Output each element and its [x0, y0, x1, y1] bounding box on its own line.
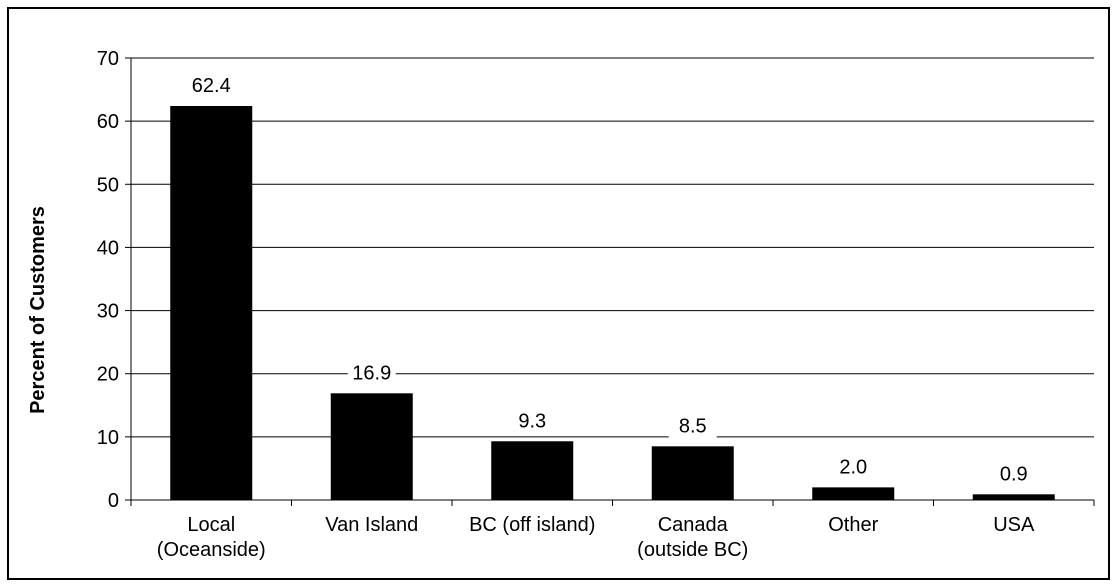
category-label: Other	[828, 514, 878, 536]
bar	[491, 441, 574, 500]
y-tick-label: 0	[108, 490, 119, 512]
y-tick-label: 30	[97, 301, 119, 323]
bars	[170, 105, 1055, 500]
data-label-background	[989, 460, 1038, 487]
data-label-background	[668, 412, 717, 439]
data-label-background	[347, 359, 396, 386]
y-tick-label: 60	[97, 111, 119, 133]
gridlines	[131, 57, 1094, 438]
bar	[170, 105, 253, 500]
data-label-background	[829, 453, 878, 480]
data-labels: 62.4 16.9 9.3 8.5 2.0 0.9	[187, 71, 1038, 487]
data-label: 62.4	[192, 75, 231, 97]
bar	[651, 446, 734, 500]
axes	[125, 57, 1095, 506]
x-category-labels: Local (Oceanside) Van Island BC (off island…	[157, 514, 1035, 561]
category-label: Van Island	[325, 514, 418, 536]
y-axis-label: Percent of Customers	[27, 206, 49, 414]
y-tick-label: 10	[97, 427, 119, 449]
data-label: 16.9	[352, 362, 391, 384]
category-label: Canada	[658, 514, 729, 536]
category-label: (outside BC)	[637, 539, 748, 561]
bar	[812, 487, 895, 500]
data-label: 0.9	[1000, 463, 1028, 485]
y-tick-label: 40	[97, 237, 119, 259]
bar	[972, 494, 1055, 500]
y-tick-label: 50	[97, 174, 119, 196]
y-tick-label: 20	[97, 364, 119, 386]
y-tick-label: 70	[97, 48, 119, 70]
category-label: USA	[993, 514, 1035, 536]
data-label-background	[508, 407, 557, 434]
data-label: 2.0	[839, 456, 867, 478]
bar	[330, 393, 413, 500]
data-label: 8.5	[679, 415, 707, 437]
data-label: 9.3	[518, 410, 546, 432]
category-label: (Oceanside)	[157, 539, 266, 561]
category-label: BC (off island)	[469, 514, 595, 536]
data-label-background	[187, 71, 236, 98]
category-label: Local	[187, 514, 235, 536]
y-tick-labels: 0 10 20 30 40 50 60 70	[97, 48, 119, 512]
